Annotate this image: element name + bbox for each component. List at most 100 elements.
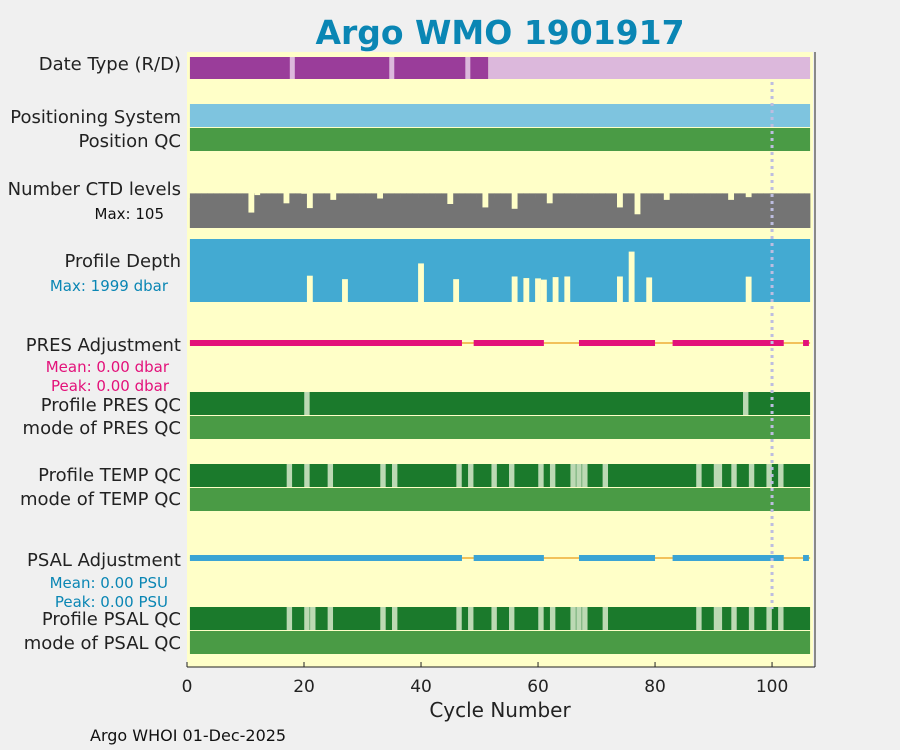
ctd-levels-bar xyxy=(318,193,325,228)
ctd-levels-bar xyxy=(459,193,466,228)
ctd-levels-bar xyxy=(576,193,583,228)
date-type-gap xyxy=(389,57,395,79)
ctd-levels-bar xyxy=(265,193,273,228)
x-tick-label: 60 xyxy=(527,677,549,697)
profile-psal-qc-gap xyxy=(716,607,723,630)
depth-max-label: Max: 1999 dbar xyxy=(50,277,169,295)
profile-psal-qc-gap xyxy=(391,607,398,630)
ctd-levels-bar xyxy=(271,193,278,228)
profile-depth-bar xyxy=(189,239,811,302)
x-tick-label: 80 xyxy=(644,677,666,697)
position-qc-bar xyxy=(189,128,811,151)
profile-depth-spike xyxy=(617,276,623,302)
ctd-levels-bar xyxy=(482,193,489,228)
ctd-levels-bar xyxy=(330,193,337,228)
row-label-profile-pres-qc: Profile PRES QC xyxy=(41,395,181,416)
ctd-levels-dip xyxy=(663,190,670,200)
profile-psal-qc-bar xyxy=(189,607,811,630)
ctd-levels-dip xyxy=(728,190,735,200)
ctd-levels-bar xyxy=(698,193,706,228)
ctd-levels-bar xyxy=(757,193,764,228)
profile-depth-spike xyxy=(552,277,559,302)
ctd-levels-bar xyxy=(646,193,653,228)
ctd-levels-bar xyxy=(663,193,670,228)
profile-psal-qc-gap xyxy=(491,607,497,630)
ctd-levels-bar xyxy=(500,193,507,228)
ctd-levels-bar xyxy=(476,193,483,228)
ctd-levels-bar xyxy=(394,193,401,228)
ctd-levels-dip xyxy=(306,190,313,209)
ctd-levels-bar xyxy=(628,193,635,228)
profile-depth-spike xyxy=(511,276,518,302)
ctd-levels-bar xyxy=(681,193,688,228)
ctd-levels-bar xyxy=(189,193,197,228)
ctd-levels-bar xyxy=(195,193,202,228)
ctd-levels-bar xyxy=(283,193,290,228)
ctd-levels-bar xyxy=(593,193,600,228)
ctd-levels-bar xyxy=(488,193,495,228)
profile-psal-qc-gap xyxy=(696,607,702,630)
profile-temp-qc-gap xyxy=(731,464,737,487)
x-tick-label: 40 xyxy=(410,677,432,697)
ctd-levels-bar xyxy=(429,193,436,228)
profile-depth-spike xyxy=(453,279,460,302)
ctd-max-label: Max: 105 xyxy=(95,205,164,223)
plot-area xyxy=(187,52,813,667)
profile-temp-qc-gap xyxy=(380,464,386,487)
ctd-levels-bar xyxy=(780,193,787,228)
row-label-date-type: Date Type (R/D) xyxy=(39,54,181,75)
profile-temp-qc-gap xyxy=(602,464,609,487)
profile-psal-qc-gap xyxy=(549,607,556,630)
profile-temp-qc-gap xyxy=(576,464,582,487)
row-label-profile-psal-qc: Profile PSAL QC xyxy=(42,609,181,630)
ctd-levels-bar xyxy=(242,193,249,228)
ctd-levels-bar xyxy=(716,193,723,228)
profile-temp-qc-gap xyxy=(696,464,702,487)
ctd-levels-bar xyxy=(418,193,425,228)
profile-temp-qc-gap xyxy=(549,464,556,487)
psal-adjustment-segment xyxy=(803,555,809,561)
ctd-levels-dip xyxy=(330,190,337,200)
profile-depth-spike xyxy=(628,251,635,302)
ctd-levels-bar xyxy=(657,193,665,228)
profile-psal-qc-gap xyxy=(327,607,334,630)
ctd-levels-bar xyxy=(400,193,407,228)
ctd-levels-bar xyxy=(540,193,548,228)
ctd-levels-bar xyxy=(739,193,747,228)
pres-mean-label: Mean: 0.00 dbar xyxy=(46,358,170,376)
profile-temp-qc-gap xyxy=(766,464,772,487)
ctd-levels-bar xyxy=(669,193,676,228)
mode-pres-qc-bar xyxy=(189,416,811,439)
chart-marks xyxy=(189,57,811,654)
profile-depth-spike xyxy=(523,278,530,302)
ctd-levels-bar xyxy=(529,193,536,228)
profile-depth-spike xyxy=(535,278,541,302)
profile-temp-qc-gap xyxy=(582,464,588,487)
ctd-levels-bar xyxy=(535,193,542,228)
profile-psal-qc-gap xyxy=(380,607,386,630)
ctd-levels-bar xyxy=(336,193,343,228)
profile-temp-qc-gap xyxy=(286,464,293,487)
profile-temp-qc-bar xyxy=(189,464,811,487)
ctd-levels-bar xyxy=(722,193,729,228)
profile-pres-qc-bar xyxy=(189,392,811,415)
psal-mean-label: Mean: 0.00 PSU xyxy=(50,574,168,592)
profile-depth-spike xyxy=(745,276,752,302)
ctd-levels-bar xyxy=(640,193,647,228)
row-label-position-qc: Position QC xyxy=(78,131,181,152)
ctd-levels-dip xyxy=(248,190,255,213)
profile-depth-spike xyxy=(342,279,348,302)
ctd-levels-bar xyxy=(230,193,238,228)
profile-psal-qc-gap xyxy=(468,607,474,630)
ctd-levels-bar xyxy=(464,193,472,228)
profile-temp-qc-gap xyxy=(391,464,398,487)
profile-psal-qc-gap xyxy=(766,607,772,630)
ctd-levels-bar xyxy=(447,193,454,228)
ctd-levels-dip xyxy=(745,190,752,198)
ctd-levels-dip xyxy=(511,190,518,209)
profile-depth-spike xyxy=(540,279,547,302)
row-label-mode-temp-qc: mode of TEMP QC xyxy=(20,489,181,510)
ctd-levels-bar xyxy=(388,193,395,228)
profile-temp-qc-gap xyxy=(327,464,334,487)
